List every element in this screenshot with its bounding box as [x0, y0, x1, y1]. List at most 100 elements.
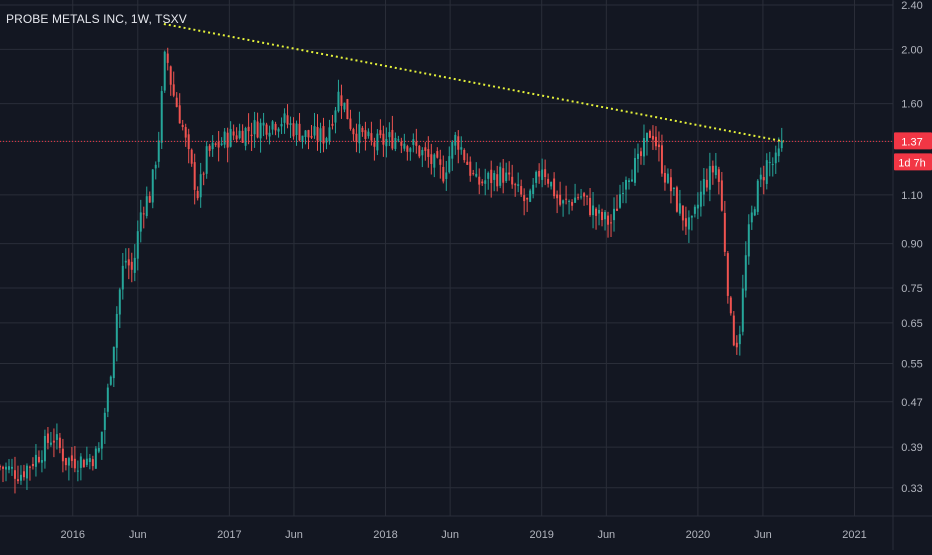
candle [13, 456, 16, 494]
candle-body [229, 128, 232, 147]
candle [148, 191, 151, 203]
candle [100, 431, 103, 460]
candle [601, 208, 604, 227]
candle [639, 147, 642, 165]
candle-body [765, 160, 768, 184]
candle-body [550, 181, 553, 187]
candle [669, 168, 672, 204]
candle-body [160, 91, 163, 143]
candle [256, 112, 259, 139]
candle-body [729, 297, 732, 314]
candle [439, 149, 442, 179]
candle [184, 123, 187, 147]
candle-body [460, 147, 463, 150]
candle [744, 241, 747, 298]
candle [223, 128, 226, 149]
candle [696, 192, 699, 220]
candle-body [720, 180, 723, 211]
candle-body [127, 259, 130, 266]
candle-body [52, 440, 55, 443]
candle-body [289, 123, 292, 126]
candle [313, 112, 316, 139]
candle-body [313, 126, 316, 136]
candle [307, 129, 310, 150]
candle-body [370, 133, 373, 141]
candle [388, 122, 391, 147]
candle [418, 144, 421, 159]
candle [499, 162, 502, 189]
candle-body [583, 193, 586, 197]
y-tick-label: 0.75 [901, 283, 922, 295]
candle [379, 119, 382, 139]
candle [46, 427, 49, 450]
candle-body [574, 197, 577, 203]
candle-body [493, 173, 496, 180]
candle-body [639, 151, 642, 156]
x-tick-label: Jun [597, 529, 615, 541]
candle-body [577, 197, 580, 199]
candle-body [169, 66, 172, 85]
candle-body [771, 164, 774, 166]
candle [729, 295, 732, 316]
candle [624, 176, 627, 204]
candle [109, 375, 112, 386]
candle-body [349, 118, 352, 129]
candle-body [58, 437, 61, 448]
candle-body [67, 458, 70, 466]
candle-body [358, 124, 361, 144]
candle-body [523, 195, 526, 202]
candle [532, 178, 535, 199]
candle-body [106, 387, 109, 412]
candle-body [151, 169, 154, 203]
candle-body [747, 224, 750, 257]
candle-body [657, 144, 660, 148]
x-tick-label: 2017 [217, 529, 241, 541]
candle [385, 127, 388, 158]
candle-body [633, 157, 636, 183]
candle [121, 252, 124, 300]
candle [0, 464, 1, 471]
candle-body [430, 154, 433, 164]
candle-body [109, 376, 112, 385]
candle-body [553, 178, 556, 197]
candle-body [307, 130, 310, 138]
candle [493, 170, 496, 192]
candle [391, 115, 394, 151]
candle [723, 200, 726, 257]
candle [4, 462, 7, 482]
candle-body [517, 184, 520, 186]
candle-body [717, 169, 720, 182]
candle-body [571, 202, 574, 206]
candle-body [115, 313, 118, 348]
candle-body [562, 200, 565, 204]
candle [97, 442, 100, 454]
candle-body [592, 205, 595, 216]
candle-body [586, 195, 589, 197]
candle [310, 125, 313, 139]
candle-body [610, 222, 613, 224]
candle [37, 450, 40, 464]
candle-body [394, 137, 397, 149]
candle-body [367, 131, 370, 137]
candle [94, 446, 97, 469]
candle [43, 429, 46, 469]
price-label: 1.37 [901, 136, 922, 148]
candle-body [310, 135, 313, 138]
candle [49, 431, 52, 447]
candle-body [526, 197, 529, 200]
candle-body [25, 465, 28, 479]
candle [118, 287, 121, 329]
candle-body [505, 172, 508, 182]
candle [445, 160, 448, 191]
candle-body [481, 181, 484, 184]
candle [630, 169, 633, 182]
candle [250, 122, 253, 152]
candle [136, 220, 139, 271]
candle-body [478, 176, 481, 185]
candle [61, 438, 64, 473]
candle-body [636, 153, 639, 159]
candle [163, 50, 166, 93]
